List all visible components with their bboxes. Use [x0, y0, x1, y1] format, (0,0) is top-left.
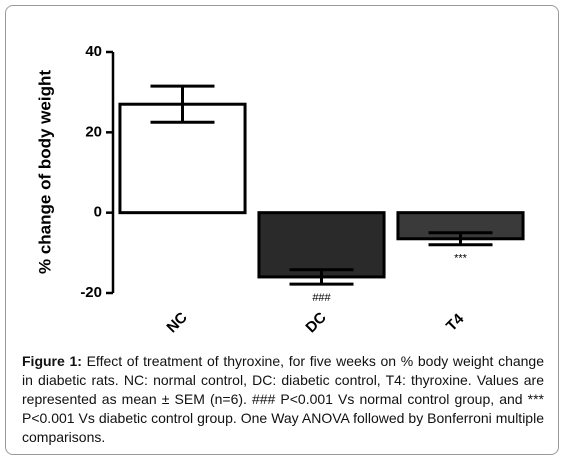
caption-label: Figure 1: [22, 353, 82, 369]
chart: % change of body weight -20 0 20 40 NC DC T4 ##… [35, 43, 525, 336]
caption: Figure 1: Effect of treatment of thyroxi… [22, 352, 544, 447]
caption-text: Effect of treatment of thyroxine, for fi… [22, 353, 544, 445]
annotation: *** [454, 253, 468, 265]
bar [257, 211, 386, 279]
bar [396, 211, 525, 241]
y-axis-label: % change of body weight [35, 70, 54, 274]
annotation: ### [312, 292, 331, 304]
x-tick-label: T4 [443, 310, 468, 335]
x-tick-label: DC [302, 309, 329, 336]
y-tick-label: 20 [85, 123, 102, 140]
y-tick-label: 0 [94, 204, 102, 221]
y-tick-label: -20 [80, 284, 102, 301]
figure-frame [5, 5, 559, 455]
x-tick-label: NC [163, 309, 190, 336]
y-tick-label: 40 [85, 43, 102, 60]
